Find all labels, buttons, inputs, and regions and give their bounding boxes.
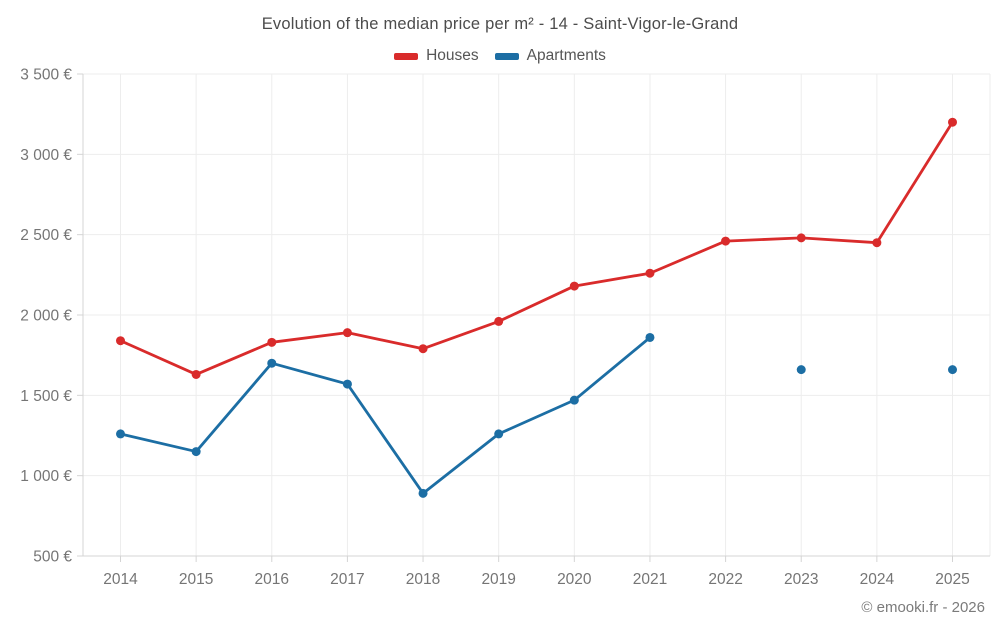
data-point: [418, 488, 428, 498]
legend-item-apartments[interactable]: Apartments: [494, 47, 606, 65]
series-houses: [116, 117, 957, 379]
x-axis-labels: 2014 2015 2016 2017 2018 2019 2020 2021 2022 2023…: [103, 571, 969, 588]
svg-text:2022: 2022: [708, 571, 742, 588]
legend-label-apartments: Apartments: [526, 47, 606, 64]
y-axis-labels: 500 € 1 000 € 1 500 € 2 000 € 2 500 € 3 000 €…: [20, 67, 72, 566]
svg-text:3 500 €: 3 500 €: [20, 67, 72, 84]
svg-text:2025: 2025: [935, 571, 969, 588]
data-point: [569, 281, 579, 291]
axes: [77, 73, 990, 562]
chart-legend: Houses Apartments: [0, 47, 1000, 65]
svg-text:1 000 €: 1 000 €: [20, 468, 72, 485]
svg-text:2020: 2020: [557, 571, 592, 588]
data-point: [116, 336, 125, 346]
data-point: [645, 332, 655, 342]
svg-text:3 000 €: 3 000 €: [20, 147, 72, 164]
data-point: [267, 337, 277, 347]
svg-text:2019: 2019: [481, 571, 515, 588]
data-point: [569, 395, 579, 405]
legend-label-houses: Houses: [426, 47, 479, 64]
svg-text:2 500 €: 2 500 €: [20, 227, 72, 244]
data-point: [191, 447, 201, 457]
data-point: [267, 358, 277, 368]
data-point: [494, 429, 504, 439]
data-point: [116, 429, 125, 439]
svg-text:2021: 2021: [633, 571, 667, 588]
data-point: [494, 316, 504, 326]
chart-title: Evolution of the median price per m² - 1…: [261, 15, 739, 33]
data-point: [191, 369, 201, 379]
svg-text:1 500 €: 1 500 €: [20, 388, 72, 405]
svg-text:2 000 €: 2 000 €: [20, 308, 72, 325]
svg-text:500 €: 500 €: [33, 549, 72, 566]
data-point: [948, 117, 957, 127]
gridlines: [83, 73, 991, 556]
data-point: [721, 236, 731, 246]
data-point: [342, 328, 352, 338]
svg-text:2014: 2014: [103, 571, 138, 588]
copyright-footer: © emooki.fr - 2026: [861, 599, 985, 616]
svg-text:2016: 2016: [255, 571, 289, 588]
data-point: [418, 344, 428, 354]
svg-text:2017: 2017: [330, 571, 364, 588]
data-point: [796, 365, 806, 375]
svg-text:2015: 2015: [179, 571, 213, 588]
svg-text:2024: 2024: [860, 571, 895, 588]
houses-series-swatch-icon: [394, 52, 419, 60]
data-point: [872, 238, 882, 248]
svg-text:2023: 2023: [784, 571, 818, 588]
data-point: [796, 233, 806, 243]
svg-text:2018: 2018: [406, 571, 440, 588]
data-point: [948, 365, 957, 375]
data-point: [342, 379, 352, 389]
series-apartments: [116, 332, 957, 498]
legend-item-houses[interactable]: Houses: [394, 47, 479, 65]
apartments-series-swatch-icon: [494, 52, 519, 60]
data-point: [645, 268, 655, 278]
